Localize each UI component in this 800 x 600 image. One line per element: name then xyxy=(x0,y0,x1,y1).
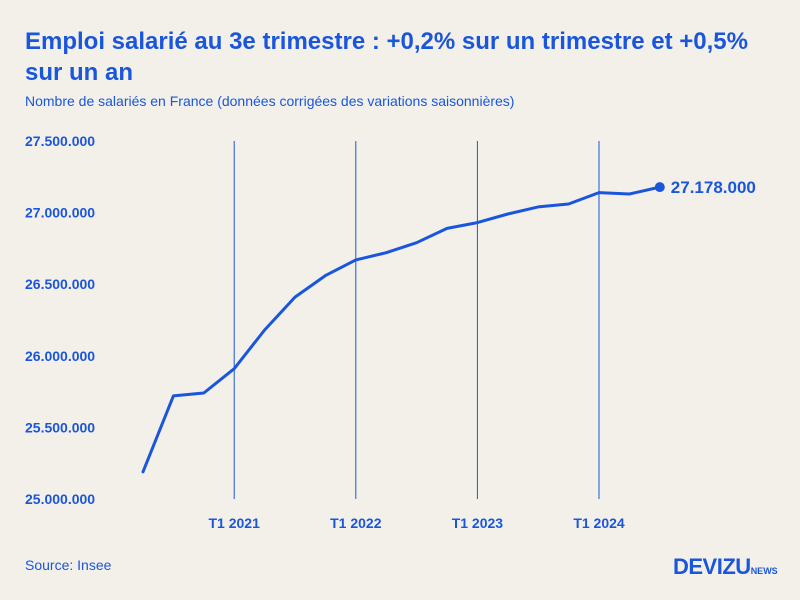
y-tick-label: 25.500.000 xyxy=(25,419,95,435)
last-value-label: 27.178.000 xyxy=(671,178,756,197)
logo-wordmark: DEVIZU xyxy=(673,554,751,579)
series-line xyxy=(141,185,662,474)
x-tick-label: T1 2024 xyxy=(573,515,625,531)
last-data-point xyxy=(654,182,665,193)
devizu-logo: DEVIZUNEWS xyxy=(673,554,778,580)
x-tick-label: T1 2023 xyxy=(452,515,504,531)
y-tick-label: 26.000.000 xyxy=(25,348,95,364)
y-tick-label: 26.500.000 xyxy=(25,276,95,292)
y-tick-label: 27.000.000 xyxy=(25,205,95,221)
source-note: Source: Insee xyxy=(25,557,112,573)
y-tick-label: 27.500.000 xyxy=(25,133,95,149)
chart-title: Emploi salarié au 3e trimestre : +0,2% s… xyxy=(25,28,748,86)
logo-suffix: NEWS xyxy=(750,566,778,576)
y-tick-label: 25.000.000 xyxy=(25,491,95,507)
x-tick-label: T1 2021 xyxy=(209,515,261,531)
chart-subtitle: Nombre de salariés en France (données co… xyxy=(25,93,515,109)
x-tick-label: T1 2022 xyxy=(330,515,382,531)
